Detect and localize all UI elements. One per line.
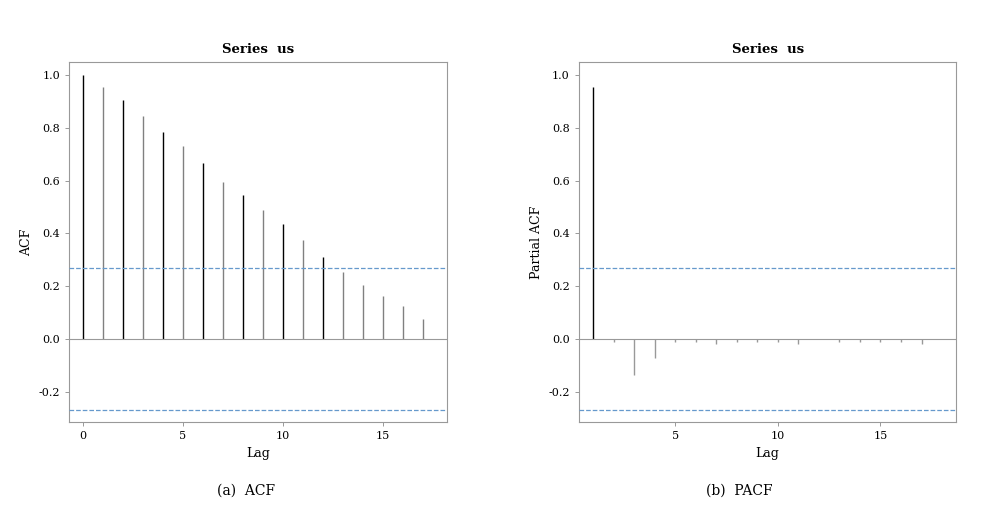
Title: Series  us: Series us	[222, 43, 294, 57]
Y-axis label: Partial ACF: Partial ACF	[529, 205, 542, 279]
X-axis label: Lag: Lag	[755, 447, 780, 460]
Title: Series  us: Series us	[732, 43, 804, 57]
Text: (a)  ACF: (a) ACF	[218, 484, 275, 497]
X-axis label: Lag: Lag	[246, 447, 270, 460]
Y-axis label: ACF: ACF	[20, 229, 33, 255]
Text: (b)  PACF: (b) PACF	[706, 484, 773, 497]
